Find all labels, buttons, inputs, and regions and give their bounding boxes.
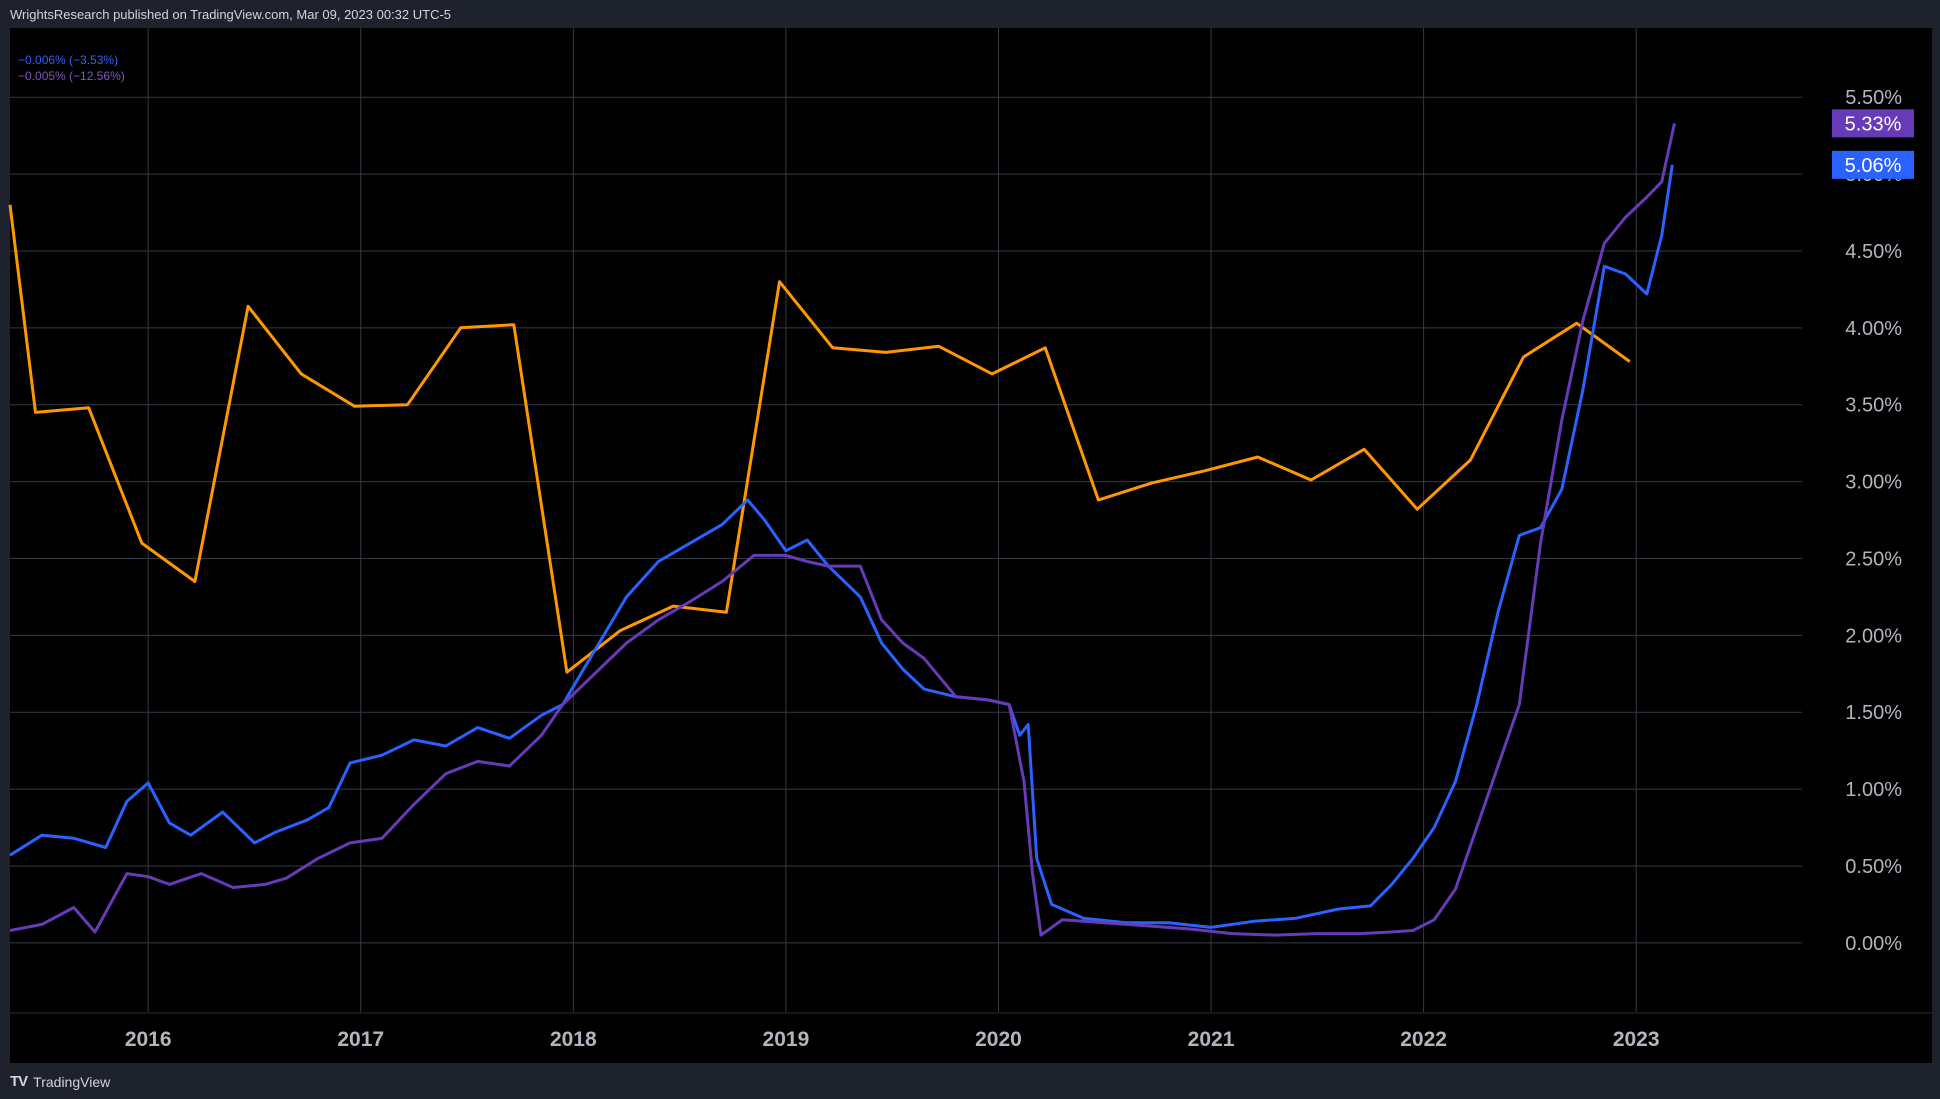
brand-name: TradingView [33, 1074, 111, 1090]
y-tick-label: 3.00% [1845, 472, 1902, 494]
y-tick-label: 1.50% [1845, 702, 1902, 724]
x-tick-label: 2020 [975, 1028, 1022, 1051]
y-tick-label: 2.00% [1845, 625, 1902, 647]
price-label-text: 5.33% [1845, 113, 1902, 135]
y-tick-label: 0.00% [1845, 933, 1902, 955]
tradingview-logo-icon: TV [10, 1073, 28, 1090]
series-line-orange [8, 204, 1631, 674]
x-tick-label: 2022 [1400, 1028, 1447, 1051]
publish-info: WrightsResearch published on TradingView… [10, 7, 452, 22]
x-tick-label: 2018 [550, 1028, 597, 1051]
x-tick-label: 2023 [1613, 1028, 1660, 1051]
series-line-blue [9, 164, 1674, 929]
x-tick-label: 2019 [763, 1028, 810, 1051]
y-tick-label: 3.50% [1845, 395, 1902, 417]
x-tick-label: 2017 [337, 1028, 384, 1051]
x-tick-label: 2021 [1188, 1028, 1235, 1051]
footer-brand: TV TradingView [10, 1068, 110, 1096]
y-tick-label: 1.00% [1845, 779, 1902, 801]
price-label-box [1832, 109, 1914, 138]
legend-entry-blue: −0.006% (−3.53%) [18, 53, 119, 67]
chart-area[interactable] [10, 28, 1932, 1063]
y-tick-label: 5.50% [1845, 87, 1902, 109]
y-tick-label: 2.50% [1845, 548, 1902, 570]
price-label-box [1832, 150, 1914, 179]
y-tick-label: 4.50% [1845, 241, 1902, 263]
y-tick-label: 0.50% [1845, 856, 1902, 878]
y-tick-label: 4.00% [1845, 318, 1902, 340]
series-line-purple [9, 122, 1676, 937]
series-legend: −0.006% (−3.53%) −0.005% (−12.56%) [18, 52, 125, 84]
legend-entry-purple: −0.005% (−12.56%) [18, 69, 125, 83]
x-tick-label: 2016 [125, 1028, 172, 1051]
price-label-text: 5.06% [1845, 155, 1902, 177]
